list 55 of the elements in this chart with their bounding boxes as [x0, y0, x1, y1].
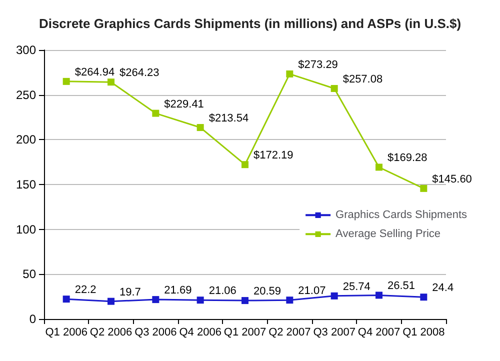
chart-title: Discrete Graphics Cards Shipments (in millions) and ASPs (in U.S.$) — [38, 16, 462, 31]
y-tick-label: 50 — [22, 267, 36, 282]
point — [62, 78, 70, 85]
data-label: $264.23 — [120, 67, 160, 80]
x-tick-label: Q4 2007 — [358, 326, 400, 338]
point — [196, 124, 204, 132]
data-label: $169.28 — [388, 152, 428, 164]
y-tick-label: 150 — [16, 178, 36, 192]
x-tick-label: Q1 2006 — [45, 326, 88, 338]
data-label: 24.4 — [432, 282, 454, 294]
point — [420, 294, 428, 301]
legend-label: Average Selling Price — [336, 228, 441, 240]
x-tick-label: Q3 2007 — [313, 326, 356, 338]
x-tick-label: Q1 2007 — [224, 326, 266, 338]
x-tick-label: Q2 2006 — [90, 326, 132, 338]
data-label: $264.94 — [74, 66, 115, 78]
point — [108, 78, 114, 86]
point — [376, 164, 382, 171]
data-label: 20.59 — [254, 286, 282, 298]
legend-label: Graphics Cards Shipments — [336, 209, 468, 222]
x-tick-label: Q1 2008 — [402, 326, 445, 338]
point — [242, 297, 248, 304]
data-label: $172.19 — [254, 150, 294, 162]
data-label: 25.74 — [342, 280, 370, 293]
point — [420, 184, 428, 192]
data-label: $213.54 — [208, 112, 249, 125]
x-tick-label: Q4 2006 — [179, 326, 222, 338]
data-label: 19.7 — [120, 286, 141, 298]
point — [152, 296, 160, 304]
data-label: 21.07 — [298, 285, 326, 298]
point — [196, 296, 204, 304]
x-tick-label: Q2 2007 — [268, 326, 311, 338]
data-label: 26.51 — [388, 280, 416, 292]
data-label: 21.06 — [208, 285, 236, 298]
point — [108, 298, 114, 305]
y-tick-label: 250 — [16, 88, 36, 102]
point — [330, 292, 338, 300]
point — [286, 296, 294, 304]
y-tick-label: 0 — [29, 312, 36, 326]
point — [62, 296, 70, 303]
x-tick-label: Q3 2006 — [134, 326, 177, 338]
data-label: 22.2 — [74, 284, 96, 296]
point — [330, 84, 338, 92]
data-label: $145.60 — [432, 173, 472, 186]
y-tick-label: 300 — [16, 43, 36, 57]
point — [376, 292, 382, 299]
y-tick-label: 200 — [16, 132, 36, 147]
data-label: $229.41 — [164, 98, 204, 110]
data-label: 21.69 — [164, 284, 192, 297]
point — [286, 70, 294, 78]
data-label: $273.29 — [298, 58, 338, 71]
point — [242, 161, 248, 168]
point — [152, 110, 160, 117]
data-label: $257.08 — [342, 73, 383, 86]
y-tick-label: 100 — [16, 222, 36, 236]
